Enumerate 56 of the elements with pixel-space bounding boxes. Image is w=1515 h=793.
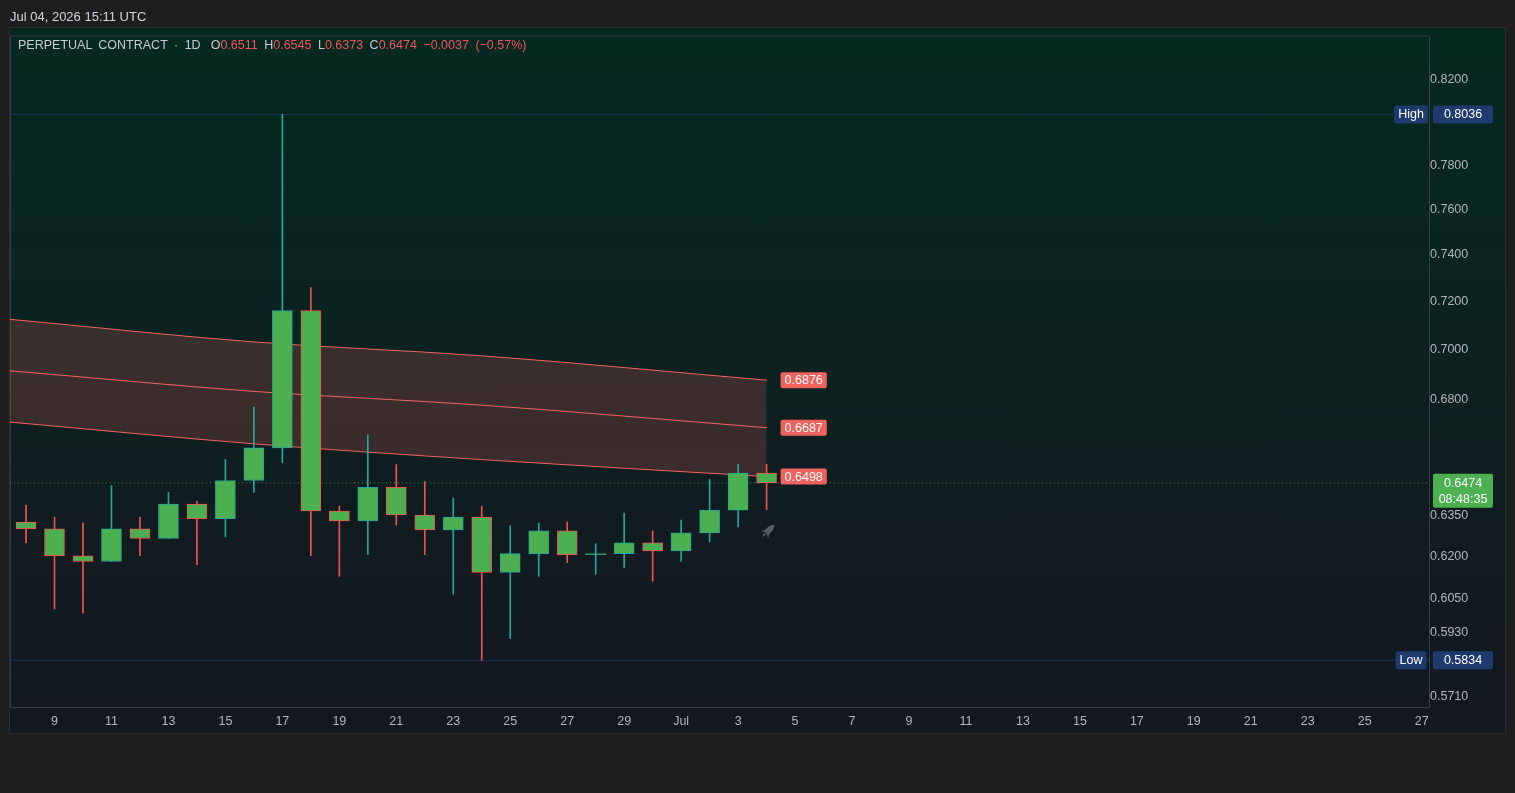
x-tick-label: 13 xyxy=(1015,713,1030,728)
x-tick-label: 9 xyxy=(51,713,59,728)
y-tick-label: 0.5710 xyxy=(1430,689,1469,704)
x-tick-label: Jul xyxy=(673,713,690,728)
x-tick-label: 11 xyxy=(959,713,973,728)
y-tick-label: 0.6350 xyxy=(1430,508,1469,523)
chart-title: PERPETUAL CONTRACT · 1D xyxy=(18,38,201,52)
candlestick xyxy=(72,522,94,614)
candlestick xyxy=(613,512,635,568)
y-tick-label: 0.5930 xyxy=(1430,624,1469,639)
y-tick-label: 0.7800 xyxy=(1430,157,1469,172)
y-tick-label: 0.7600 xyxy=(1430,202,1469,216)
ref-line-label: 0.8036 xyxy=(1443,107,1483,122)
candlestick xyxy=(499,525,521,639)
x-tick-label: 5 xyxy=(791,713,799,728)
text: 08:48:35 xyxy=(1438,491,1488,506)
candlestick xyxy=(442,497,464,595)
x-tick-label: 17 xyxy=(275,713,290,728)
y-tick-label: 0.7400 xyxy=(1430,247,1469,262)
line-series xyxy=(10,370,768,429)
x-tick-label: 21 xyxy=(389,713,404,728)
x-tick-label: 19 xyxy=(332,713,347,728)
x-tick-label: 11 xyxy=(104,713,118,728)
x-tick-label: 3 xyxy=(734,713,742,728)
y-tick-label: 0.8200 xyxy=(1430,72,1469,87)
x-tick-label: 19 xyxy=(1186,713,1201,728)
x-tick-label: 15 xyxy=(218,713,233,728)
y-tick-label: 0.7000 xyxy=(1430,342,1469,357)
ref-line-label: 0.6474 xyxy=(1443,475,1483,490)
x-tick-label: 25 xyxy=(1357,713,1372,728)
x-tick-label: 17 xyxy=(1129,713,1144,728)
x-tick-label: 21 xyxy=(1243,713,1258,728)
x-tick-label: 27 xyxy=(560,713,575,728)
line-series xyxy=(10,318,768,381)
x-tick-label: 23 xyxy=(1300,713,1315,728)
ref-line-label: 0.5834 xyxy=(1443,653,1483,668)
y-tick-label: 0.6800 xyxy=(1430,391,1469,406)
data-label: 0.6876 xyxy=(784,373,823,388)
x-tick-label: 29 xyxy=(617,713,632,728)
candlestick xyxy=(186,500,208,565)
y-tick-label: 0.6200 xyxy=(1430,549,1469,564)
x-tick-label: 9 xyxy=(905,713,913,728)
x-tick-label: 7 xyxy=(848,713,856,728)
x-tick-label: 25 xyxy=(503,713,518,728)
text: O0.6511 H0.6545 L0.6373 C0.6474 −0.0037 (−0.57%) xyxy=(210,38,527,52)
data-label: 0.6687 xyxy=(784,420,823,435)
annotation: Low xyxy=(1399,653,1424,668)
x-tick-label: 15 xyxy=(1072,713,1087,728)
x-tick-label: 27 xyxy=(1414,713,1429,728)
x-tick-label: 13 xyxy=(161,713,176,728)
y-tick-label: 0.6050 xyxy=(1430,590,1469,605)
x-tick-label: 23 xyxy=(446,713,461,728)
text: Jul 04, 2026 15:11 UTC xyxy=(10,9,147,25)
annotation: High xyxy=(1398,107,1424,122)
y-tick-label: 0.7200 xyxy=(1430,294,1469,309)
data-label: 0.6498 xyxy=(784,469,823,484)
